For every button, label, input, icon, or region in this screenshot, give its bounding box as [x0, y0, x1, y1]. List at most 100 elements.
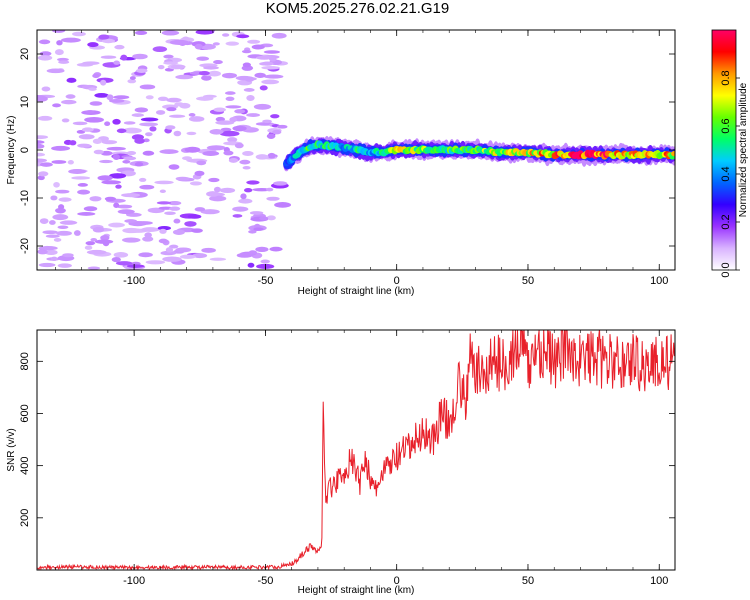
- noise-blob: [196, 160, 207, 166]
- noise-blob: [44, 249, 58, 255]
- noise-blob: [169, 244, 179, 249]
- noise-blob: [155, 110, 166, 115]
- noise-blob: [82, 61, 100, 65]
- noise-blob: [269, 246, 283, 252]
- noise-blob: [94, 93, 109, 98]
- noise-blob: [52, 214, 69, 221]
- noise-blob: [48, 220, 56, 225]
- noise-blob: [157, 64, 165, 70]
- noise-blob: [156, 201, 172, 205]
- noise-blob: [232, 206, 249, 212]
- noise-blob: [37, 115, 53, 121]
- noise-blob: [158, 238, 169, 244]
- noise-blob: [101, 140, 118, 145]
- noise-blob: [52, 30, 66, 33]
- noise-blob: [229, 117, 238, 123]
- colorbar-label: Normalized spectral amplitude: [738, 82, 749, 217]
- noise-blob: [221, 72, 238, 79]
- noise-blob: [84, 245, 93, 250]
- noise-blob: [272, 129, 282, 135]
- noise-blob: [273, 181, 288, 186]
- noise-blob: [61, 37, 81, 43]
- noise-blob: [83, 206, 98, 212]
- noise-blob: [109, 173, 127, 179]
- colorbar-gradient: [712, 30, 736, 270]
- noise-blob: [62, 253, 74, 258]
- noise-blob: [166, 107, 177, 112]
- noise-blob: [57, 57, 69, 62]
- noise-blob: [173, 218, 181, 224]
- noise-blob: [39, 162, 53, 167]
- spectrogram-y-tick-label: 20: [19, 48, 31, 60]
- noise-blob: [67, 160, 74, 165]
- noise-blob: [59, 220, 78, 225]
- noise-blob: [219, 187, 236, 193]
- noise-blob: [266, 133, 276, 139]
- noise-blob: [234, 109, 246, 114]
- noise-blob: [251, 44, 265, 50]
- noise-blob: [160, 250, 177, 256]
- noise-blob: [246, 180, 260, 185]
- noise-blob: [78, 134, 95, 140]
- noise-blob: [134, 107, 149, 113]
- noise-blob: [39, 218, 49, 224]
- noise-blob: [228, 158, 239, 163]
- noise-blob: [200, 209, 220, 215]
- ridge-blob: [671, 150, 675, 157]
- noise-blob: [66, 77, 77, 83]
- noise-blob: [265, 187, 274, 192]
- noise-blob: [126, 151, 137, 156]
- noise-blob: [163, 61, 179, 65]
- noise-blob: [196, 56, 210, 61]
- noise-blob: [253, 103, 272, 110]
- noise-blob: [188, 116, 205, 122]
- noise-blob: [134, 30, 148, 35]
- noise-blob: [69, 140, 77, 146]
- colorbar-tick-label: 0.8: [720, 70, 732, 85]
- spectrogram-x-tick-label: -100: [123, 275, 145, 287]
- noise-blob: [115, 261, 133, 266]
- noise-blob: [37, 175, 45, 181]
- noise-blob: [99, 159, 113, 164]
- snr-y-tick-label: 200: [19, 509, 31, 527]
- noise-blob: [254, 72, 266, 78]
- noise-blob: [249, 211, 264, 215]
- noise-blob: [50, 256, 58, 261]
- noise-blob: [222, 33, 230, 37]
- spectrogram-y-tick-label: 10: [19, 96, 31, 108]
- snr-frame: [36, 329, 676, 571]
- snr-x-ticks: -100 -50 0 50 100: [55, 330, 668, 587]
- noise-blob: [269, 56, 277, 62]
- noise-blob: [127, 79, 137, 84]
- noise-blob: [77, 189, 91, 195]
- noise-blob: [108, 222, 125, 228]
- noise-blob: [175, 176, 190, 181]
- noise-blob: [116, 204, 133, 209]
- noise-blob: [101, 38, 116, 44]
- noise-blob: [61, 99, 77, 105]
- noise-blob: [112, 118, 121, 125]
- noise-blob: [124, 219, 138, 223]
- noise-blob: [37, 158, 48, 163]
- noise-blob: [122, 127, 142, 134]
- noise-blob: [112, 154, 120, 161]
- noise-blob: [51, 160, 67, 164]
- noise-blob: [58, 60, 70, 64]
- noise-blob: [131, 113, 144, 117]
- noise-blob: [259, 85, 268, 91]
- noise-blob: [106, 146, 126, 151]
- noise-blob: [168, 114, 186, 118]
- noise-blob: [39, 51, 52, 57]
- noise-blob: [174, 102, 185, 107]
- snr-y-axis-label: SNR (v/v): [6, 428, 17, 471]
- noise-blob: [188, 113, 196, 117]
- noise-blob: [239, 159, 251, 165]
- noise-blob: [164, 211, 176, 215]
- noise-blob: [55, 189, 70, 194]
- colorbar-ticks: 0.0 0.2 0.4 0.6 0.8: [720, 70, 740, 278]
- noise-blob: [247, 39, 261, 44]
- noise-blob: [123, 156, 137, 161]
- noise-blob: [241, 49, 252, 54]
